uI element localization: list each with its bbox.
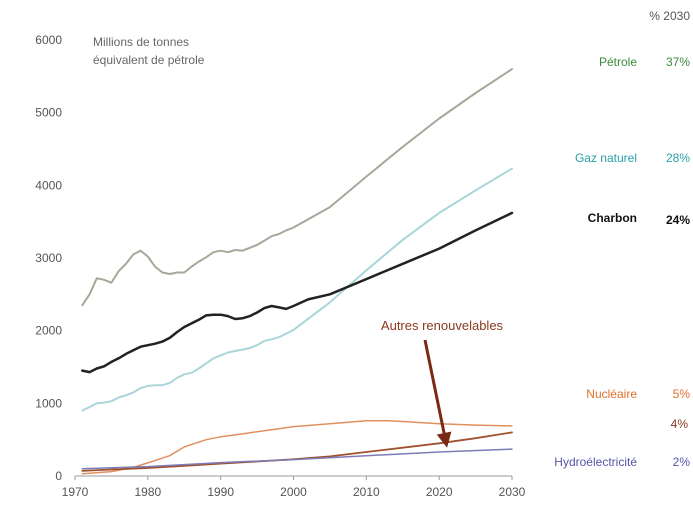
series-label-name: Charbon (588, 211, 637, 225)
series-label-share: 2% (673, 455, 691, 469)
x-tick-label: 1990 (207, 485, 234, 499)
y-tick-label: 1000 (35, 396, 62, 410)
x-tick-label: 2000 (280, 485, 307, 499)
share-header: % 2030 (649, 9, 690, 23)
y-tick-label: 3000 (35, 251, 62, 265)
series-line-hydroélectricité (81, 448, 513, 470)
series-label-share: 5% (673, 387, 691, 401)
series-label-share: 4% (671, 417, 689, 431)
series-label-name: Gaz naturel (575, 151, 637, 165)
y-axis-ticks: 0 1000 2000 3000 4000 5000 6000 (35, 33, 62, 483)
y-tick-label: 2000 (35, 324, 62, 338)
series-line-pétrole (81, 68, 513, 307)
series-label-share: 28% (666, 151, 690, 165)
series-label-share: 24% (666, 213, 690, 227)
series-lines (81, 68, 514, 475)
x-axis-ticks: 1970 1980 1990 2000 2010 2020 2030 (62, 476, 526, 499)
y-tick-label: 0 (55, 469, 62, 483)
annotation-arrow (423, 339, 452, 448)
series-label-name: Hydroélectricité (554, 455, 637, 469)
x-tick-label: 2010 (353, 485, 380, 499)
annotation-label: Autres renouvelables (381, 318, 504, 333)
y-tick-label: 4000 (35, 178, 62, 192)
series-label-share: 37% (666, 55, 690, 69)
series-label-name: Nucléaire (586, 387, 637, 401)
y-tick-label: 6000 (35, 33, 62, 47)
x-tick-label: 2030 (499, 485, 526, 499)
y-axis-title-line-2: équivalent de pétrole (93, 53, 205, 67)
series-line-charbon (81, 211, 514, 374)
series-line-gaz-naturel (81, 167, 513, 412)
y-tick-label: 5000 (35, 106, 62, 120)
annotations: Autres renouvelables (381, 318, 504, 448)
x-tick-label: 1980 (134, 485, 161, 499)
series-labels: Pétrole 37% Gaz naturel 28% Charbon 24% Nucléa… (554, 55, 690, 469)
x-tick-label: 2020 (426, 485, 453, 499)
series-label-name: Pétrole (599, 55, 637, 69)
series-line-nucléaire (81, 420, 513, 475)
x-tick-label: 1970 (62, 485, 89, 499)
y-axis-title-line-1: Millions de tonnes (93, 35, 189, 49)
